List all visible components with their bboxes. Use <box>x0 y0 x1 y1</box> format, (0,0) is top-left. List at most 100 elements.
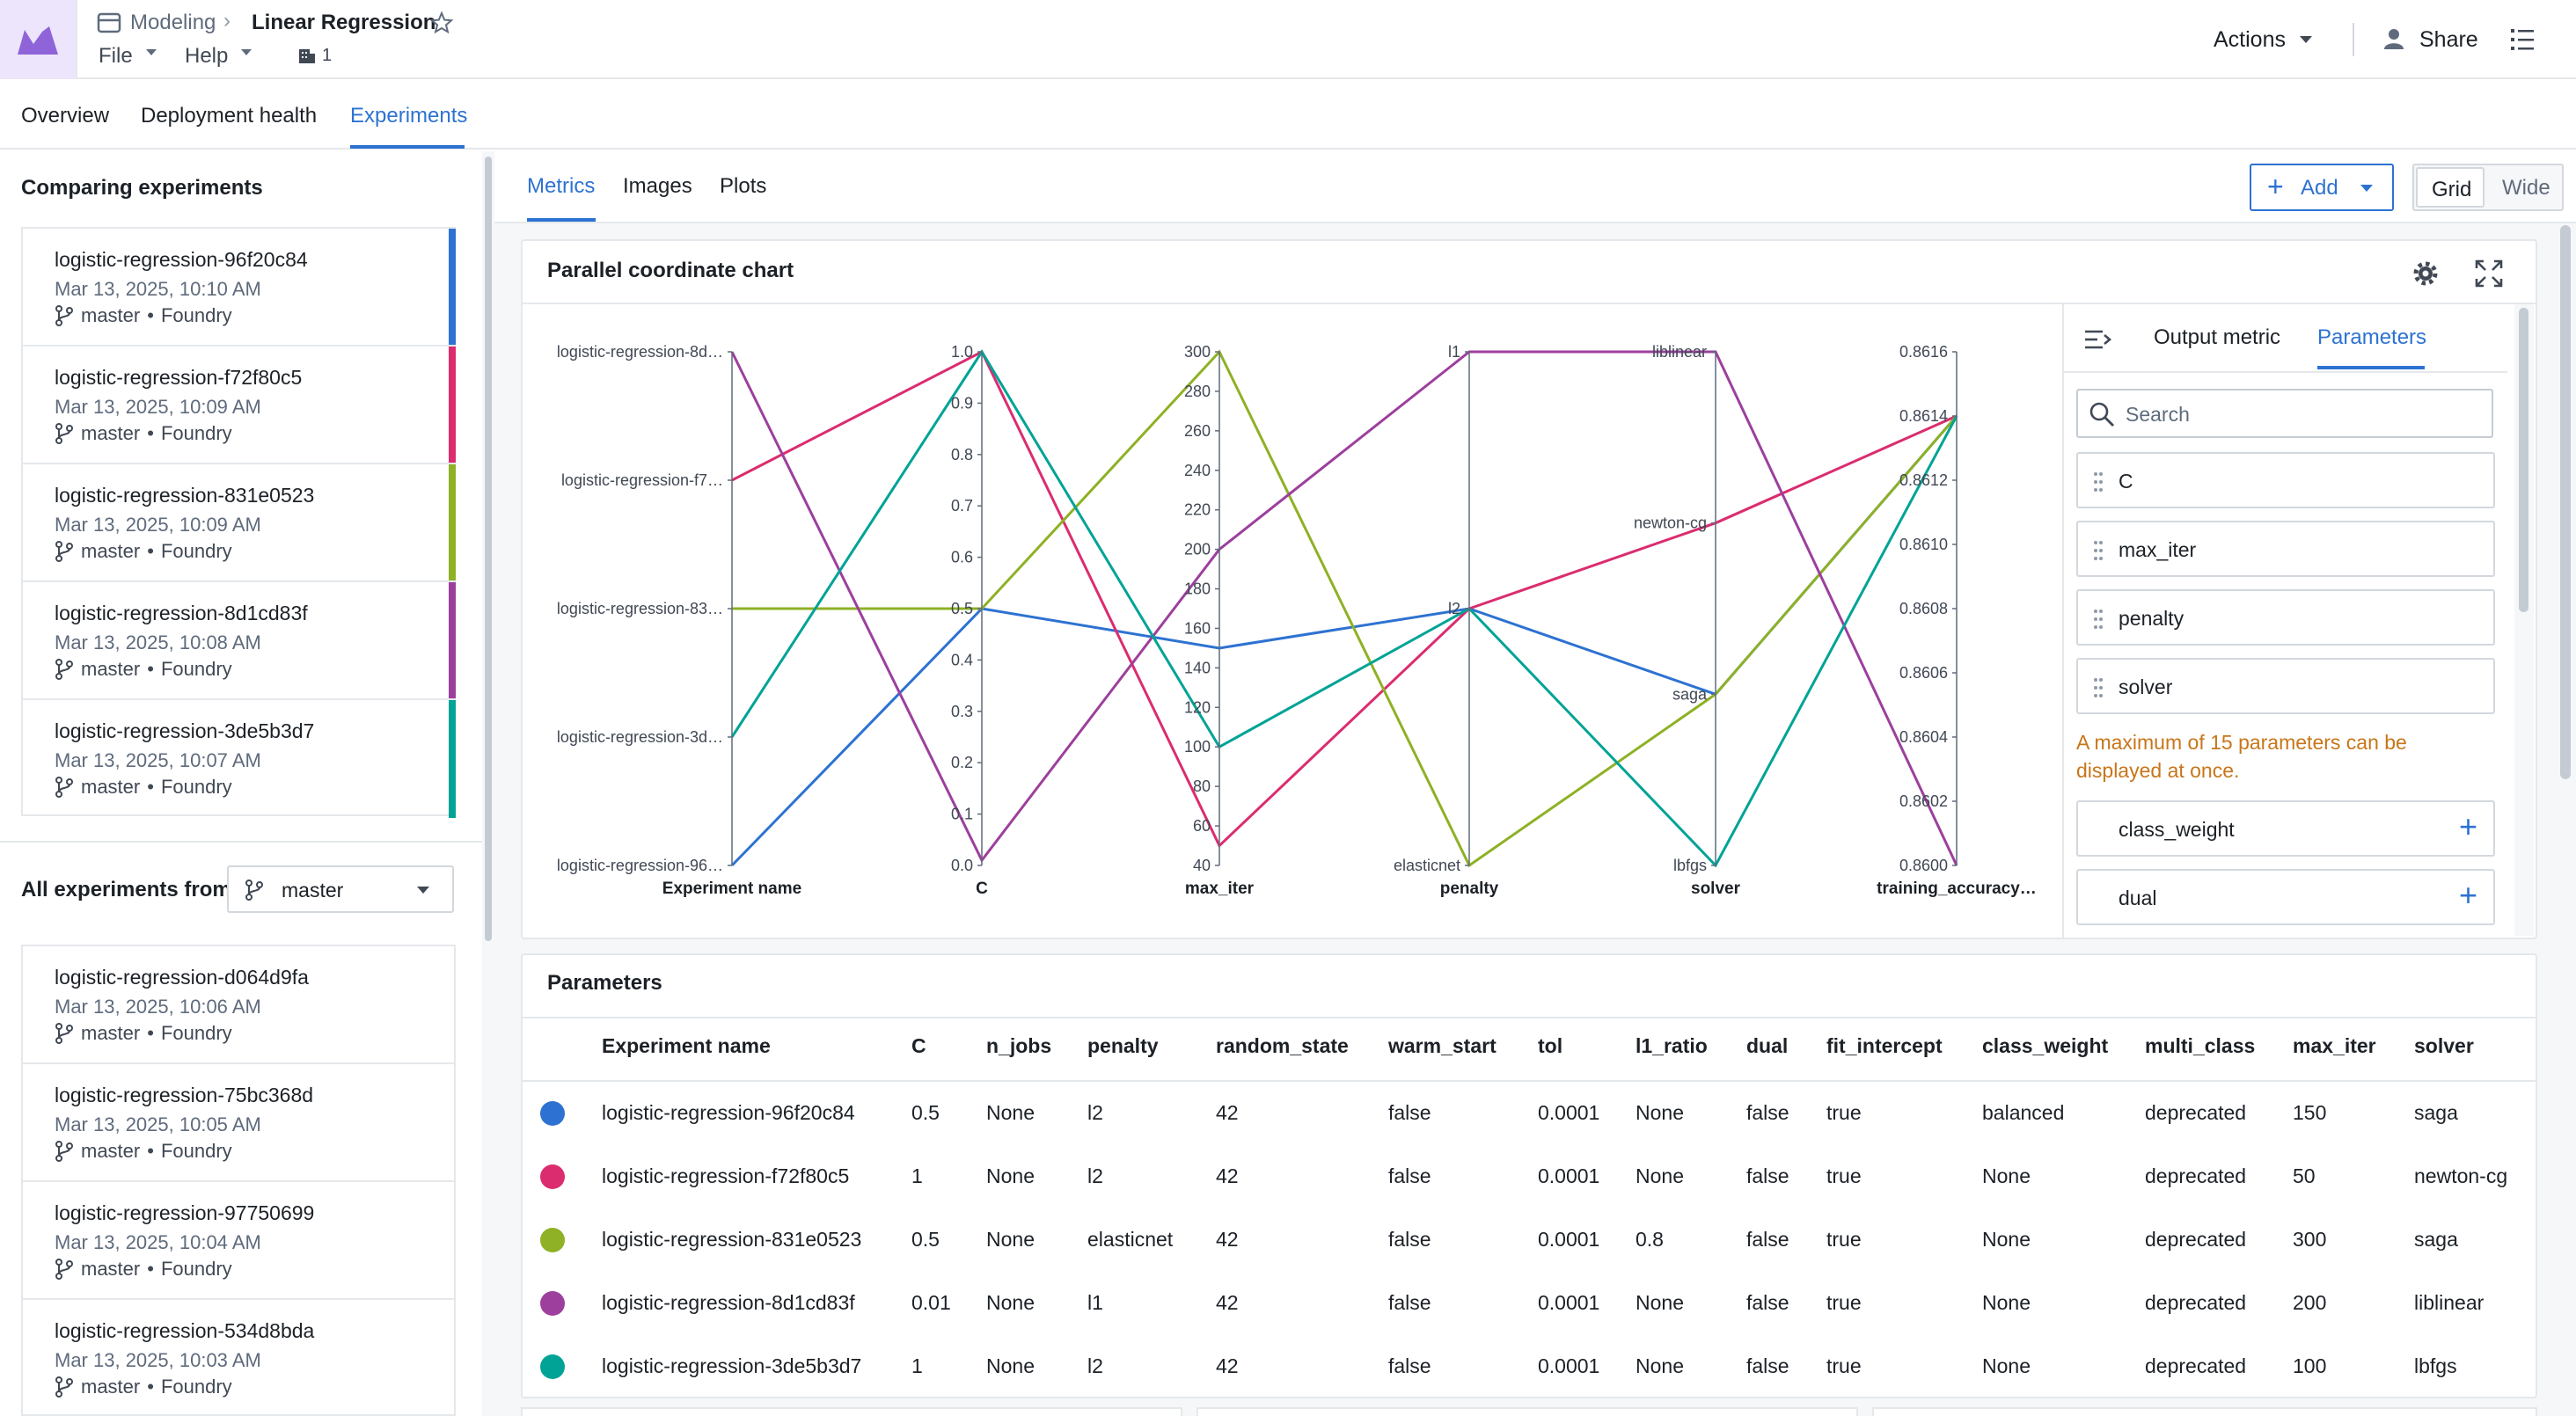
add-button[interactable]: + Add <box>2250 164 2394 211</box>
column-header[interactable]: fit_intercept <box>1826 1034 1943 1057</box>
experiment-card[interactable]: logistic-regression-8d1cd83f Mar 13, 2025… <box>21 580 456 700</box>
add-parameter-icon[interactable]: + <box>2458 808 2477 844</box>
share-button[interactable]: Share <box>2419 27 2478 52</box>
search-icon <box>2089 402 2114 427</box>
gear-icon[interactable] <box>2411 259 2441 288</box>
param-scrollbar-thumb[interactable] <box>2519 308 2528 612</box>
tab-experiments[interactable]: Experiments <box>350 104 468 128</box>
experiment-card[interactable]: logistic-regression-3de5b3d7 Mar 13, 2025… <box>21 698 456 818</box>
axis-tick-label: 40 <box>1193 857 1211 874</box>
column-header[interactable]: dual <box>1746 1034 1789 1057</box>
drag-handle-icon[interactable] <box>2092 538 2104 563</box>
branch-icon <box>55 1141 73 1162</box>
series-line-1[interactable] <box>731 349 1958 849</box>
experiment-color-bar <box>449 582 456 700</box>
parameter-row-solver[interactable]: solver <box>2076 658 2495 714</box>
axis-tick-label: 140 <box>1184 659 1211 676</box>
table-cell: None <box>1636 1101 1684 1124</box>
series-line-2[interactable] <box>732 349 1958 868</box>
comparing-title: Comparing experiments <box>21 176 263 200</box>
list-menu-icon[interactable] <box>2509 26 2536 53</box>
experiment-name: logistic-regression-3de5b3d7 <box>55 719 315 742</box>
tab-overview[interactable]: Overview <box>21 104 110 128</box>
branch-select[interactable]: master <box>227 865 454 913</box>
source-name: Foundry <box>160 1140 232 1162</box>
parameter-row-max-iter[interactable]: max_iter <box>2076 521 2495 577</box>
table-cell: logistic-regression-96f20c84 <box>602 1101 855 1124</box>
branch-icon <box>55 777 73 798</box>
axis-tick-label: lbfgs <box>1673 857 1707 874</box>
bullet-separator: • <box>147 304 154 326</box>
axis-tick-label: 0.0 <box>951 857 973 874</box>
axis-tick-label: 0.7 <box>951 497 973 515</box>
column-header[interactable]: C <box>911 1034 926 1057</box>
parameter-row-penalty[interactable]: penalty <box>2076 589 2495 646</box>
column-header[interactable]: solver <box>2414 1034 2474 1057</box>
table-cell: true <box>1826 1228 1862 1251</box>
axis-name: max_iter <box>1185 880 1255 898</box>
experiment-card[interactable]: logistic-regression-97750699 Mar 13, 2025… <box>21 1180 456 1298</box>
main-scrollbar-thumb[interactable] <box>2560 225 2571 779</box>
drag-handle-icon[interactable] <box>2092 470 2104 494</box>
collapse-panel-icon[interactable] <box>2083 327 2113 352</box>
add-parameter-icon[interactable]: + <box>2458 877 2477 913</box>
tab-metrics[interactable]: Metrics <box>527 174 596 198</box>
parallel-coordinate-chart[interactable]: logistic-regression-8d… logistic-regressi… <box>523 304 2062 938</box>
experiment-card[interactable]: logistic-regression-75bc368d Mar 13, 2025… <box>21 1062 456 1180</box>
fullscreen-icon[interactable] <box>2474 259 2504 288</box>
experiment-card[interactable]: logistic-regression-96f20c84 Mar 13, 2025… <box>21 227 456 347</box>
branch-icon <box>55 305 73 326</box>
column-header[interactable]: random_state <box>1216 1034 1349 1057</box>
table-cell: 0.8 <box>1636 1228 1664 1251</box>
column-header[interactable]: class_weight <box>1982 1034 2109 1057</box>
tab-plots[interactable]: Plots <box>720 174 767 198</box>
branch-select-value: master <box>282 879 344 901</box>
experiment-card[interactable]: logistic-regression-d064d9fa Mar 13, 2025… <box>21 945 456 1062</box>
tab-parameters[interactable]: Parameters <box>2317 325 2427 349</box>
table-cell: false <box>1388 1354 1431 1377</box>
table-cell: lbfgs <box>2414 1354 2457 1377</box>
series-line-3[interactable] <box>730 350 1958 866</box>
experiment-card[interactable]: logistic-regression-f72f80c5 Mar 13, 2025… <box>21 345 456 464</box>
column-header[interactable]: Experiment name <box>602 1034 771 1057</box>
wide-toggle-button[interactable]: Wide <box>2502 176 2550 200</box>
column-header[interactable]: max_iter <box>2293 1034 2376 1057</box>
breadcrumb-parent[interactable]: Modeling <box>130 11 216 34</box>
column-header[interactable]: multi_class <box>2145 1034 2256 1057</box>
help-menu[interactable]: Help <box>185 44 229 68</box>
drag-handle-icon[interactable] <box>2092 675 2104 700</box>
table-cell: 42 <box>1216 1101 1239 1124</box>
column-header[interactable]: l1_ratio <box>1636 1034 1708 1057</box>
series-line-0[interactable] <box>730 415 1958 867</box>
table-cell: l2 <box>1087 1164 1103 1187</box>
column-header[interactable]: n_jobs <box>986 1034 1052 1057</box>
parameter-row-dual[interactable]: dual + <box>2076 869 2495 925</box>
column-header[interactable]: warm_start <box>1388 1034 1497 1057</box>
experiment-card[interactable]: logistic-regression-831e0523 Mar 13, 2025… <box>21 463 456 582</box>
experiment-color-bar <box>449 229 456 347</box>
parameter-row-C[interactable]: C <box>2076 452 2495 508</box>
parameter-row-class-weight[interactable]: class_weight + <box>2076 800 2495 857</box>
star-icon[interactable] <box>429 11 454 35</box>
axis-tick-label: 0.8614 <box>1899 407 1948 425</box>
parameter-search-input[interactable]: Search <box>2076 389 2493 438</box>
bullet-separator: • <box>147 1258 154 1280</box>
grid-toggle-button[interactable]: Grid <box>2416 167 2485 208</box>
table-cell: 50 <box>2293 1164 2316 1187</box>
tab-deployment-health[interactable]: Deployment health <box>141 104 318 128</box>
tab-output-metric[interactable]: Output metric <box>2154 325 2281 349</box>
drag-handle-icon[interactable] <box>2092 607 2104 631</box>
column-header[interactable]: tol <box>1538 1034 1563 1057</box>
app-logo[interactable] <box>0 0 77 79</box>
file-menu[interactable]: File <box>99 44 133 68</box>
tab-images[interactable]: Images <box>623 174 692 198</box>
table-cell: false <box>1746 1291 1789 1314</box>
column-header[interactable]: penalty <box>1087 1034 1159 1057</box>
sidebar-scrollbar-thumb[interactable] <box>485 157 492 941</box>
axis-name: solver <box>1691 880 1741 898</box>
experiment-card[interactable]: logistic-regression-534d8bda Mar 13, 2025… <box>21 1298 456 1416</box>
experiment-name: logistic-regression-75bc368d <box>55 1084 314 1106</box>
series-line-4[interactable] <box>730 349 1958 868</box>
actions-button[interactable]: Actions <box>2214 27 2286 52</box>
table-cell: 42 <box>1216 1164 1239 1187</box>
